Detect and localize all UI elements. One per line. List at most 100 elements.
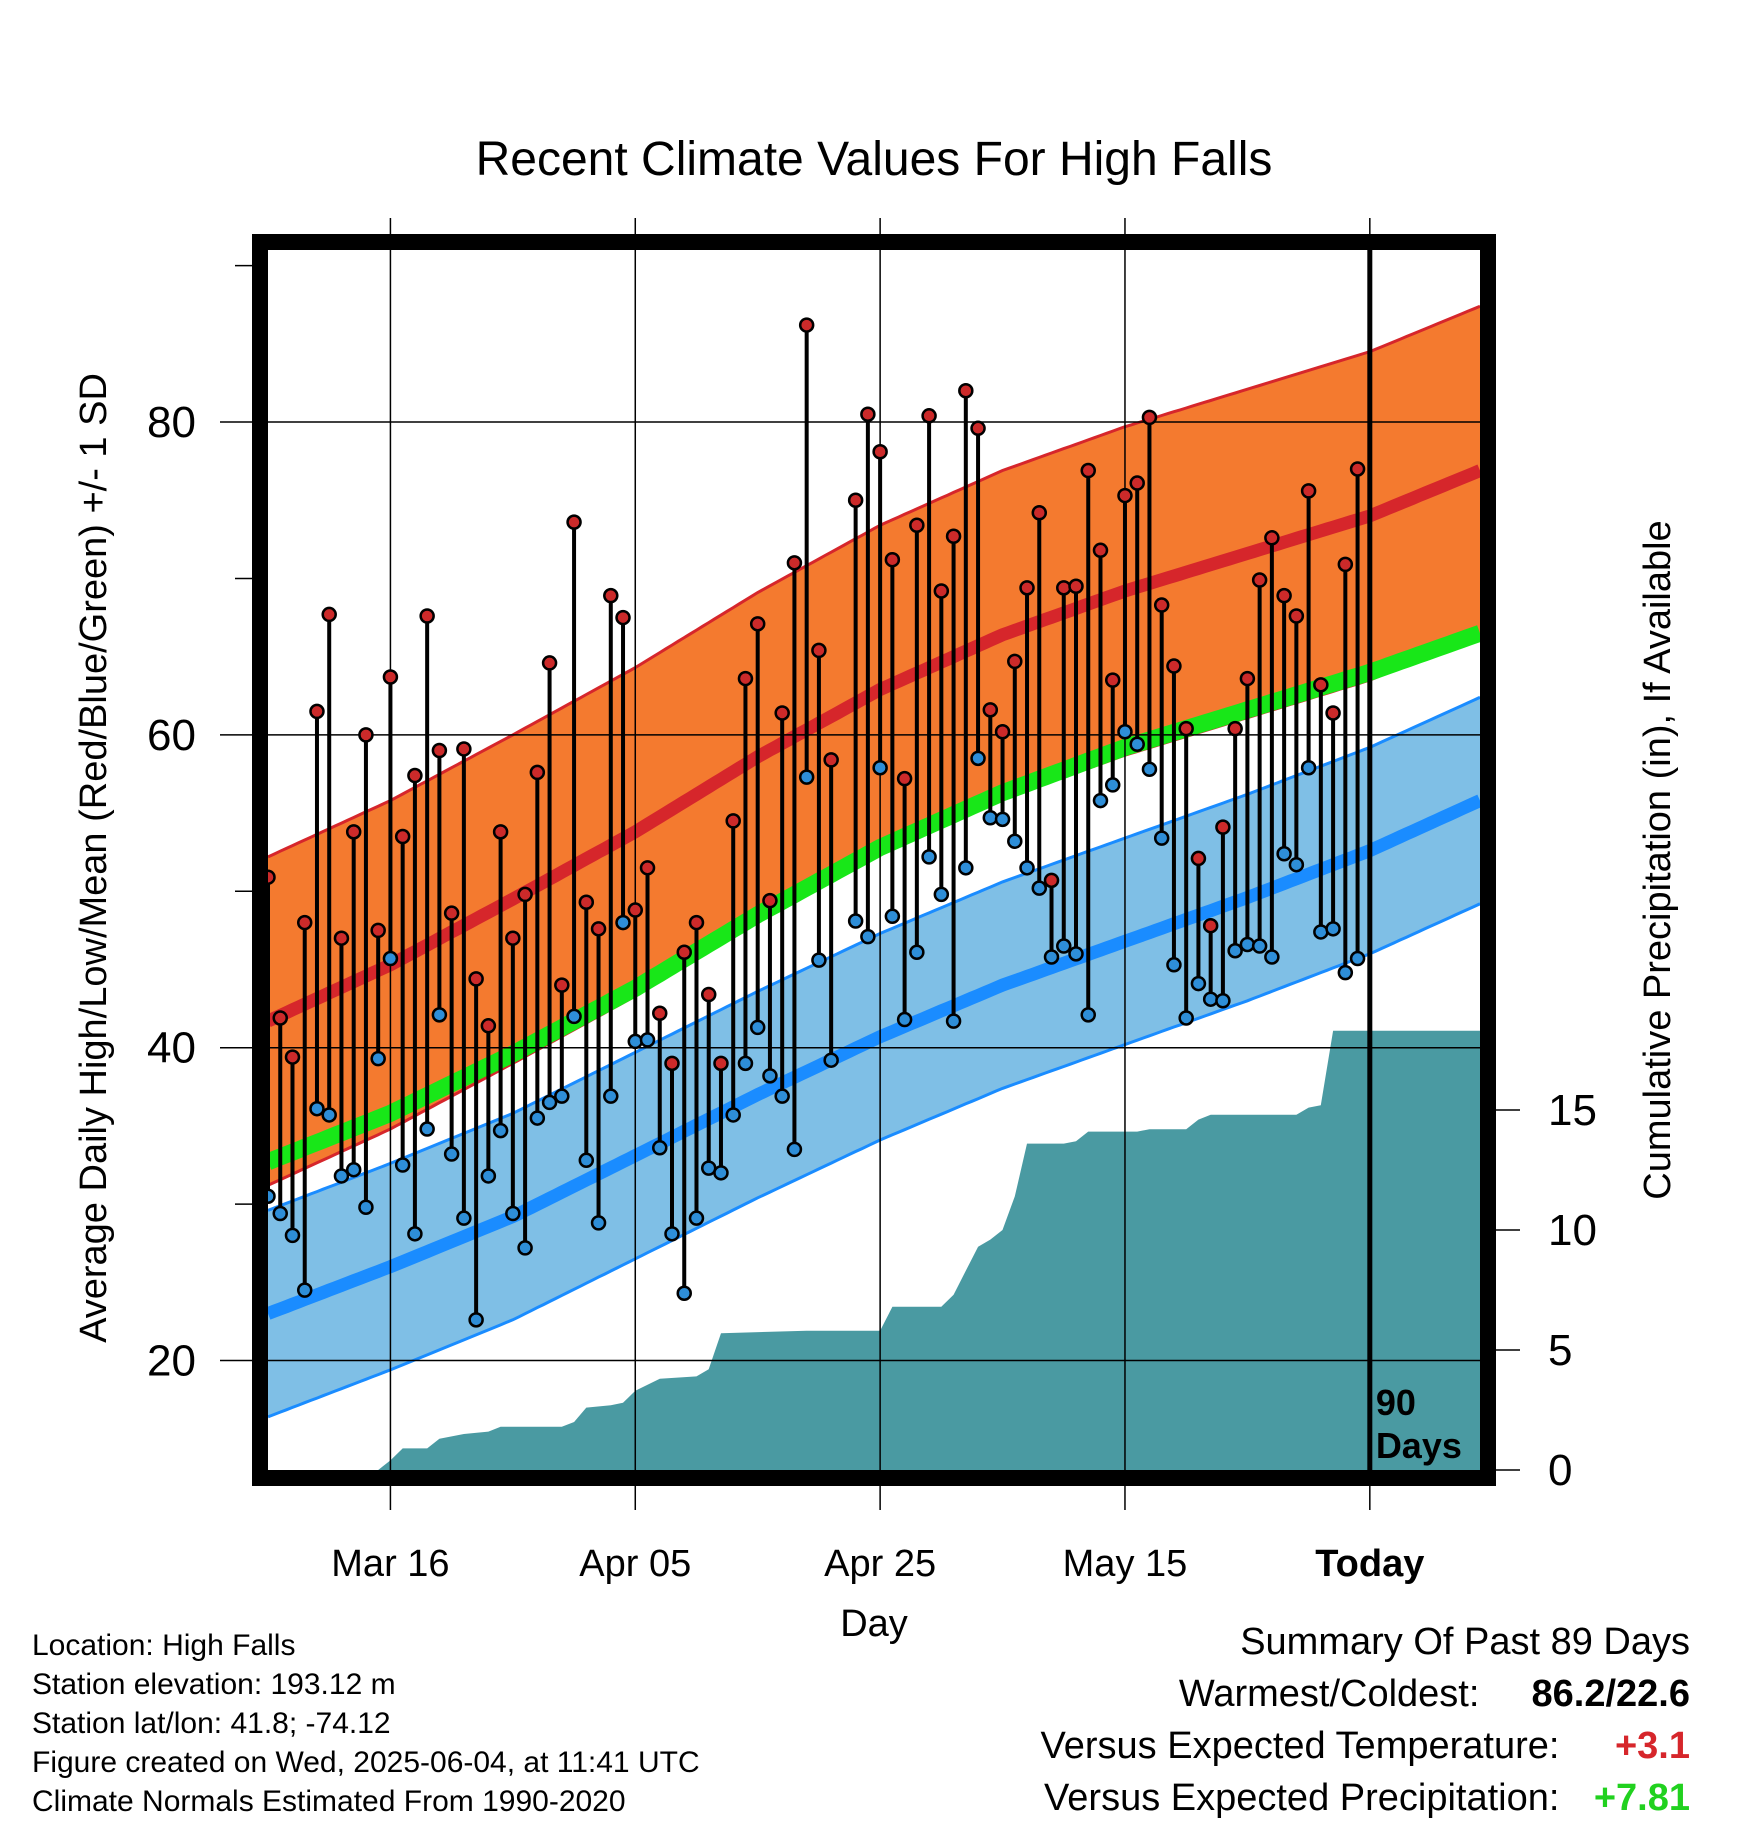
- daily-high-point: [615, 609, 631, 626]
- daily-high-point: [603, 587, 619, 604]
- daily-low-point: [268, 1188, 276, 1205]
- daily-low-point: [860, 928, 876, 945]
- daily-low-point: [333, 1168, 350, 1184]
- summary-precip-value: +7.81: [1593, 1777, 1690, 1819]
- daily-high-point: [321, 606, 337, 623]
- daily-low-point: [1202, 991, 1219, 1007]
- daily-high-point: [921, 408, 937, 424]
- daily-high-point: [358, 727, 374, 743]
- daily-high-point: [590, 921, 607, 937]
- daily-low-point: [1239, 936, 1256, 953]
- summary-temp-value: +3.1: [1614, 1725, 1690, 1767]
- daily-low-point: [492, 1122, 509, 1139]
- created-text: Figure created on Wed, 2025-06-04, at 11…: [32, 1746, 700, 1779]
- daily-high-point: [823, 752, 839, 768]
- summary-precip-label: Versus Expected Precipitation:: [1044, 1777, 1560, 1819]
- daily-low-point: [1092, 792, 1109, 809]
- x-tick-label: Apr 25: [824, 1543, 936, 1585]
- daily-low-point: [725, 1107, 741, 1123]
- daily-low-point: [896, 1011, 913, 1028]
- daily-high-point: [725, 813, 741, 829]
- daily-bars: [268, 317, 1366, 1328]
- daily-high-point: [1031, 505, 1048, 521]
- daily-high-point: [431, 742, 448, 759]
- daily-high-point: [1080, 462, 1096, 479]
- daily-high-point: [958, 383, 974, 399]
- daily-low-point: [468, 1312, 484, 1328]
- daily-high-point: [1141, 409, 1158, 426]
- daily-high-point: [786, 555, 803, 571]
- daily-high-point: [1325, 705, 1341, 721]
- daily-high-point: [382, 669, 399, 685]
- daily-low-point: [309, 1100, 325, 1117]
- daily-high-point: [296, 914, 313, 931]
- daily-low-point: [798, 769, 815, 785]
- daily-low-point: [517, 1240, 533, 1256]
- daily-low-point: [749, 1019, 766, 1036]
- daily-low-point: [737, 1055, 754, 1072]
- daily-high-point: [1288, 608, 1305, 624]
- daily-high-point: [970, 420, 986, 437]
- elevation-text: Station elevation: 193.12 m: [32, 1668, 396, 1701]
- daily-low-point: [1349, 950, 1366, 967]
- daily-high-point: [700, 986, 717, 1003]
- daily-high-point: [664, 1055, 680, 1072]
- daily-high-point: [1337, 556, 1354, 573]
- daily-low-point: [345, 1161, 362, 1178]
- daily-low-point: [1080, 1007, 1096, 1023]
- daily-low-point: [1251, 938, 1268, 954]
- summary-warmest-label: Warmest/Coldest:: [1178, 1673, 1480, 1715]
- daily-high-point: [896, 770, 913, 787]
- daily-low-point: [627, 1033, 644, 1050]
- daily-low-point: [884, 908, 901, 925]
- x-tick-label: Apr 05: [579, 1543, 691, 1585]
- y2-tick-label: 15: [1548, 1086, 1597, 1135]
- daily-low-point: [1337, 964, 1354, 981]
- daily-high-point: [982, 702, 999, 718]
- daily-high-point: [713, 1055, 729, 1072]
- daily-high-point: [749, 616, 766, 632]
- daily-low-point: [676, 1285, 692, 1302]
- daily-high-point: [309, 703, 325, 720]
- daily-low-point: [1117, 723, 1133, 740]
- daily-high-point: [1117, 487, 1133, 504]
- daily-low-point: [407, 1226, 423, 1242]
- daily-high-point: [345, 824, 362, 840]
- normals-text: Climate Normals Estimated From 1990-2020: [32, 1785, 626, 1818]
- station-info: Location: High Falls Station elevation: …: [32, 1626, 700, 1821]
- summary-precip-row: Versus Expected Precipitation: +7.81: [1041, 1772, 1690, 1824]
- daily-low-point: [958, 860, 974, 876]
- x-axis-label: Day: [840, 1603, 908, 1645]
- y2-tick-label: 5: [1548, 1326, 1572, 1375]
- daily-high-point: [268, 869, 276, 885]
- normal-mean-line: [268, 625, 1480, 1170]
- daily-high-point: [1019, 580, 1035, 596]
- y-tick-label: 60: [147, 711, 196, 760]
- daily-low-point: [394, 1157, 411, 1173]
- summary-warmest-value: 86.2/22.6: [1531, 1673, 1690, 1715]
- daily-low-point: [554, 1088, 570, 1104]
- high-sd-band: [268, 306, 1480, 1186]
- low-band-lower-edge: [268, 902, 1480, 1419]
- summary-temp-row: Versus Expected Temperature: +3.1: [1041, 1720, 1690, 1772]
- daily-high-point: [492, 824, 509, 840]
- daily-low-point: [541, 1094, 558, 1111]
- daily-low-point: [272, 1205, 288, 1222]
- daily-low-point: [811, 952, 827, 968]
- latlon-text: Station lat/lon: 41.8; -74.12: [32, 1707, 391, 1740]
- daily-high-point: [676, 944, 692, 961]
- daily-high-point: [1313, 677, 1329, 693]
- daily-low-point: [823, 1052, 839, 1068]
- daily-high-point: [1251, 572, 1268, 588]
- daily-low-point: [1190, 975, 1207, 992]
- low-sd-band: [268, 697, 1480, 1417]
- daily-low-point: [921, 849, 937, 865]
- y-tick-label: 80: [147, 398, 196, 447]
- daily-low-point: [688, 1210, 705, 1226]
- y2-axis-label: Cumulative Precipitation (in), If Availa…: [1637, 520, 1679, 1199]
- daily-high-point: [933, 583, 950, 599]
- daily-high-point: [1092, 542, 1109, 559]
- summary-panel: Summary Of Past 89 Days Warmest/Coldest:…: [1041, 1616, 1690, 1824]
- daily-low-point: [590, 1215, 607, 1231]
